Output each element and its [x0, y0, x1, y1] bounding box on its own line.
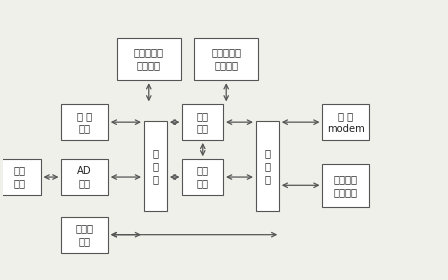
FancyBboxPatch shape [61, 104, 108, 140]
Text: 多路交流固
态继电器: 多路交流固 态继电器 [134, 48, 164, 71]
Text: 单
片
机: 单 片 机 [264, 148, 270, 184]
FancyBboxPatch shape [117, 38, 181, 80]
FancyBboxPatch shape [194, 38, 258, 80]
FancyBboxPatch shape [182, 104, 223, 140]
Text: 无 线
modem: 无 线 modem [327, 111, 365, 134]
Text: 多路直流固
态继电器: 多路直流固 态继电器 [211, 48, 241, 71]
Text: 单
片
机: 单 片 机 [152, 148, 159, 184]
Text: 非易失数
据存储器: 非易失数 据存储器 [334, 174, 358, 197]
FancyBboxPatch shape [0, 159, 41, 195]
Text: 驱动
电路: 驱动 电路 [197, 111, 209, 134]
FancyBboxPatch shape [61, 159, 108, 195]
Text: 温度
探头: 温度 探头 [13, 166, 26, 188]
FancyBboxPatch shape [323, 164, 369, 207]
FancyBboxPatch shape [323, 104, 369, 140]
Text: 门开关
检测: 门开关 检测 [76, 223, 94, 246]
FancyBboxPatch shape [61, 217, 108, 253]
Text: 逻辑
电路: 逻辑 电路 [197, 166, 209, 188]
Text: 以 太
网口: 以 太 网口 [77, 111, 92, 134]
Text: AD
转换: AD 转换 [78, 166, 92, 188]
FancyBboxPatch shape [256, 121, 279, 211]
FancyBboxPatch shape [182, 159, 223, 195]
FancyBboxPatch shape [144, 121, 167, 211]
